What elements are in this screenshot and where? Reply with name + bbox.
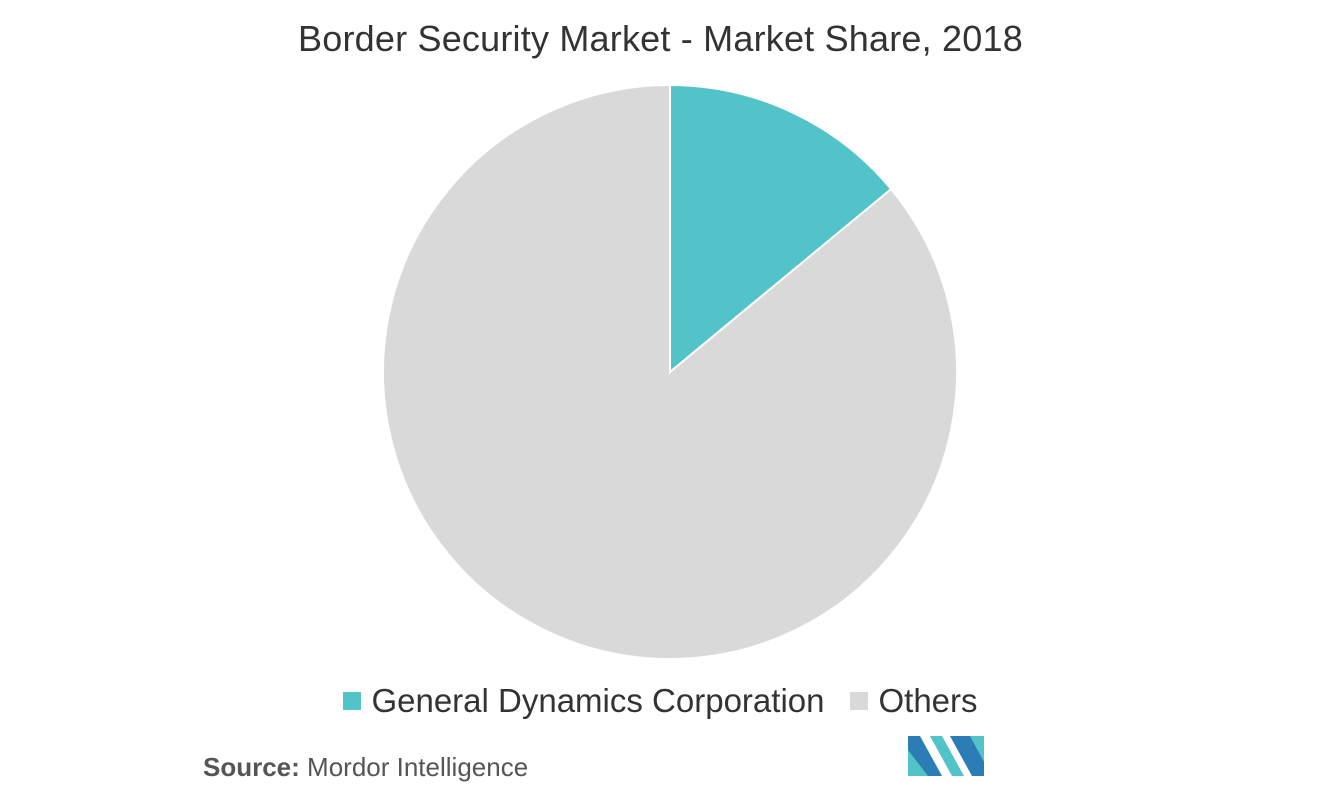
logo-shape-right-accent [970, 736, 984, 762]
legend-label-others: Others [878, 682, 978, 719]
legend-label-general-dynamics: General Dynamics Corporation [371, 682, 825, 719]
source-text: Mordor Intelligence [307, 752, 529, 782]
pie-slice-others[interactable] [382, 83, 958, 660]
legend-item-others[interactable]: Others [850, 682, 978, 720]
pie-slice-general-dynamics-corporation[interactable] [669, 83, 893, 375]
legend-swatch-general-dynamics [343, 692, 362, 710]
source-label: Source: [203, 752, 300, 782]
chart-legend: General Dynamics Corporation Others [0, 682, 1321, 720]
source-note: Source: Mordor Intelligence [203, 752, 528, 783]
pie-chart [382, 83, 958, 660]
chart-title: Border Security Market - Market Share, 2… [298, 18, 1023, 59]
logo-shape-middle [930, 736, 964, 776]
mordor-intelligence-logo [908, 736, 984, 776]
legend-item-general-dynamics[interactable]: General Dynamics Corporation [343, 682, 824, 720]
logo-shape-left-accent [908, 750, 928, 776]
legend-swatch-others [850, 692, 869, 710]
